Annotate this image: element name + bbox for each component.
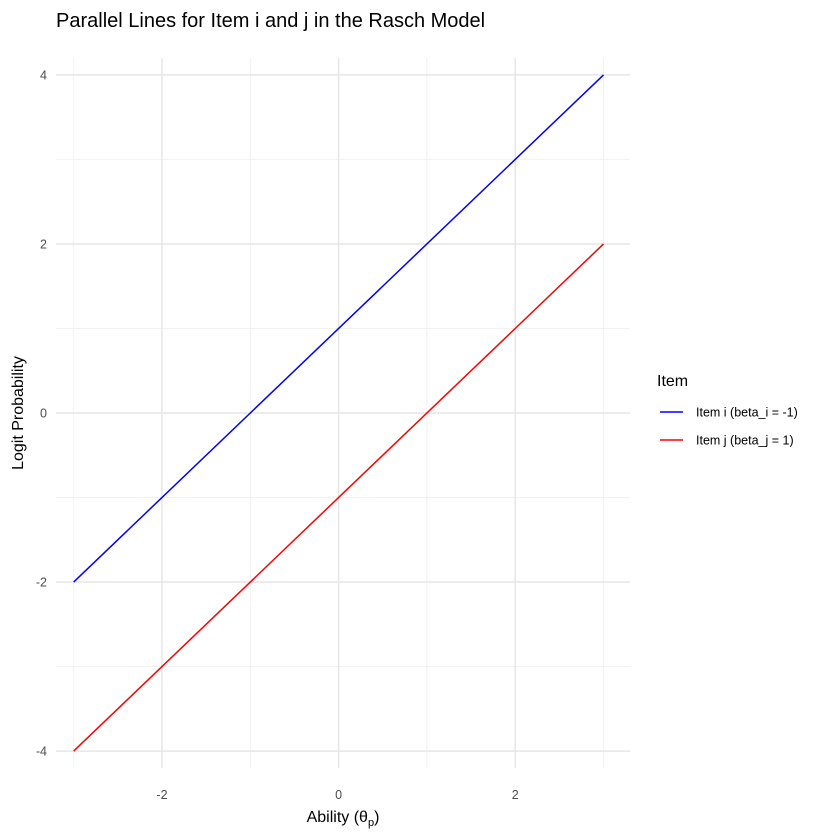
y-tick-label: -4 bbox=[36, 745, 47, 759]
y-tick-label: 4 bbox=[40, 68, 47, 82]
y-axis-title: Logit Probability bbox=[10, 356, 27, 470]
legend-title: Item bbox=[657, 373, 688, 390]
legend-label-2: Item j (beta_j = 1) bbox=[696, 434, 794, 448]
series-layer bbox=[73, 74, 605, 752]
legend-label-1: Item i (beta_i = -1) bbox=[696, 406, 798, 420]
x-tick-label: -2 bbox=[156, 788, 167, 802]
series-line-1 bbox=[73, 74, 605, 583]
x-axis-title-close: ) bbox=[374, 809, 379, 826]
x-tick-label: 0 bbox=[335, 788, 342, 802]
x-tick-label: 2 bbox=[512, 788, 519, 802]
chart-title: Parallel Lines for Item i and j in the R… bbox=[56, 10, 485, 32]
x-axis-ticks: -2 0 2 bbox=[156, 788, 518, 802]
x-axis-title-symbol: θ bbox=[359, 809, 368, 826]
y-tick-label: -2 bbox=[36, 576, 47, 590]
x-axis-title: Ability (θp) bbox=[307, 809, 380, 829]
series-line-2 bbox=[73, 243, 605, 752]
legend: Item Item i (beta_i = -1) Item j (beta_j … bbox=[657, 373, 798, 448]
x-axis-title-subscript: p bbox=[368, 817, 374, 829]
x-axis-title-main: Ability ( bbox=[307, 809, 360, 826]
major-gridlines bbox=[56, 58, 630, 768]
y-tick-label: 2 bbox=[40, 237, 47, 251]
y-tick-label: 0 bbox=[40, 407, 47, 421]
legend-items: Item i (beta_i = -1) Item j (beta_j = 1) bbox=[660, 406, 798, 448]
y-axis-ticks: -4 -2 0 2 4 bbox=[36, 68, 47, 758]
